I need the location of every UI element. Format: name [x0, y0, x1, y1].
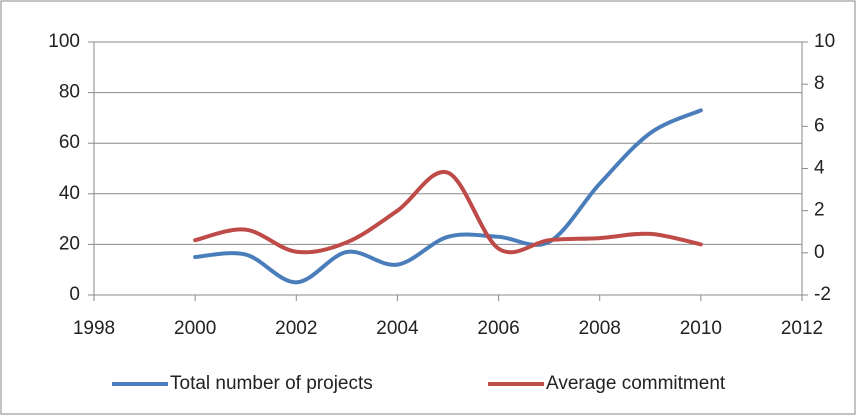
legend-label: Average commitment [546, 373, 726, 394]
y2-tick-label: 4 [814, 158, 825, 179]
x-tick-label: 2006 [477, 318, 519, 339]
y2-tick-label: 10 [814, 31, 835, 52]
series-line [193, 108, 703, 285]
y-tick-label: 40 [59, 183, 80, 204]
series-line [193, 169, 703, 255]
x-tick-label: 2004 [376, 318, 419, 339]
y2-tick-label: 2 [814, 200, 825, 221]
x-tick-label: 2008 [579, 318, 621, 339]
legend-label: Total number of projects [170, 373, 373, 394]
y-tick-label: 100 [48, 31, 80, 52]
x-tick-label: 2000 [174, 318, 216, 339]
y2-tick-label: 8 [814, 73, 825, 94]
x-tick-label: 2012 [781, 318, 823, 339]
y-tick-label: 60 [59, 132, 80, 153]
y-tick-label: 80 [59, 82, 80, 103]
y-tick-label: 20 [59, 233, 80, 254]
y2-tick-label: -2 [814, 284, 831, 305]
y2-tick-label: 0 [814, 242, 825, 263]
y-tick-label: 0 [69, 284, 80, 305]
x-tick-label: 1998 [73, 318, 115, 339]
y2-tick-label: 6 [814, 115, 825, 136]
x-tick-label: 2010 [680, 318, 722, 339]
x-tick-label: 2002 [275, 318, 317, 339]
